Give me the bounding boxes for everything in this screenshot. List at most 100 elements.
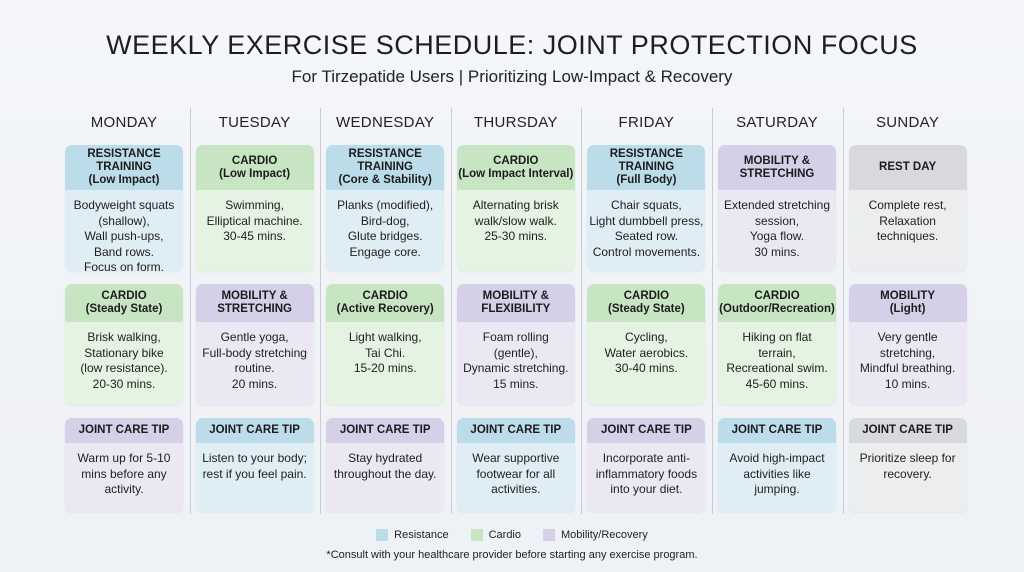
card-body-line: activity. — [104, 482, 144, 496]
card-body-line: (low resistance). — [80, 361, 168, 375]
card: RESISTANCE TRAINING (Full Body) Chair squat… — [587, 145, 706, 271]
card-header: CARDIO (Low Impact Interval) — [456, 145, 575, 190]
card-title-line: (Light) — [889, 303, 926, 315]
card-body-line: Brisk walking, — [87, 330, 161, 344]
day-label: SUNDAY — [875, 114, 940, 131]
card-body-line: Stationary bike — [84, 345, 164, 360]
card-body: Wear supportive footwear for all activitie… — [457, 443, 575, 512]
card-title-line: JOINT CARE TIP — [339, 424, 431, 436]
card-header: CARDIO (Low Impact) — [195, 145, 314, 190]
card-body-line: 15 mins. — [493, 376, 539, 391]
card-body-line: jumping. — [754, 482, 800, 496]
card-body-line: Full-body stretching — [202, 345, 307, 360]
card-body-line: 15-20 mins. — [353, 361, 417, 375]
card-body-line: footwear for all — [476, 466, 556, 481]
card-body: Bodyweight squats (shallow), Wall push-ups… — [65, 190, 183, 271]
card-header: CARDIO (Active Recovery) — [326, 284, 445, 322]
day-label: FRIDAY — [618, 114, 675, 131]
day-label: SATURDAY — [736, 114, 818, 131]
card-body-line: Gentle yoga, — [220, 330, 289, 344]
card-body-line: Glute bridges. — [347, 229, 423, 243]
card-header: MOBILITY (Light) — [848, 284, 967, 322]
card-title-line: TRAINING — [618, 161, 675, 173]
card-header: JOINT CARE TIP — [848, 418, 967, 443]
legend-swatch — [470, 529, 483, 541]
card-body-line: Recreational swim. — [726, 361, 828, 375]
card: MOBILITY & STRETCHING Extended stretching s… — [718, 145, 836, 271]
card-header: JOINT CARE TIP — [718, 418, 836, 443]
card-body-line: Extended stretching — [723, 198, 831, 212]
card-body-line: Water aerobics. — [604, 345, 689, 360]
card-title-line: JOINT CARE TIP — [470, 424, 562, 436]
column-separator — [842, 108, 844, 514]
card-header: REST DAY — [848, 145, 967, 190]
card-body-line: walk/slow walk. — [474, 213, 557, 228]
card-title-line: CARDIO — [231, 154, 278, 167]
card-title-line: TRAINING — [96, 161, 152, 173]
card-body-line: Wall push-ups, — [84, 229, 164, 243]
card-body: Swimming, Elliptical machine. 30-45 mins. — [196, 190, 314, 271]
card-body-line: Very gentle — [877, 330, 938, 344]
column-separator — [581, 108, 583, 514]
card-title-line: JOINT CARE TIP — [862, 424, 953, 436]
card-header: JOINT CARE TIP — [456, 418, 575, 443]
card-body-line: Foam rolling — [482, 330, 549, 344]
card-body-line: Alternating brisk — [472, 198, 559, 212]
card-body: Foam rolling (gentle), Dynamic stretching.… — [457, 322, 575, 405]
card-body-line: mins before any — [81, 466, 167, 481]
card-body-line: 30-45 mins. — [223, 229, 286, 243]
card: JOINT CARE TIP Incorporate anti-inflammat… — [587, 418, 706, 512]
card-body-line: Complete rest, — [868, 198, 947, 212]
card: JOINT CARE TIP Listen to your body; rest i… — [195, 418, 314, 512]
card-body-line: throughout the day. — [333, 466, 437, 481]
card-body-line: terrain, — [758, 345, 796, 360]
card-body: Very gentle stretching, Mindful breathing.… — [849, 322, 967, 405]
card-header: RESISTANCE TRAINING (Full Body) — [587, 145, 706, 190]
card: JOINT CARE TIP Warm up for 5-10 mins befor… — [65, 418, 183, 512]
card-title-line: (Steady State) — [608, 303, 685, 315]
card-title-line: CARDIO — [101, 290, 147, 302]
card-header: CARDIO (Steady State) — [65, 284, 183, 322]
card-body: Brisk walking, Stationary bike (low resist… — [65, 322, 183, 405]
subtitle: For Tirzepatide Users | Prioritizing Low… — [291, 67, 733, 86]
day-label: TUESDAY — [218, 114, 291, 131]
card-body-line: Incorporate anti- — [602, 451, 691, 465]
card-body: Cycling, Water aerobics. 30-40 mins. — [587, 322, 705, 405]
card-title-line: MOBILITY & — [221, 290, 288, 302]
card-title-line: (Core & Stability) — [338, 174, 432, 186]
card-title-line: CARDIO — [754, 290, 800, 302]
card-title-line: (Low Impact Interval) — [458, 167, 574, 180]
card-body-line: 20 mins. — [231, 376, 278, 391]
card-body-line: Band rows. — [93, 244, 155, 259]
card-header: JOINT CARE TIP — [587, 418, 706, 443]
card: CARDIO (Active Recovery) Light walking, Tai… — [326, 284, 445, 405]
card: CARDIO (Outdoor/Recreation) Hiking on flat… — [718, 284, 836, 405]
card-header: RESISTANCE TRAINING (Core & Stability) — [326, 145, 445, 190]
card-title-line: (Outdoor/Recreation) — [719, 303, 835, 315]
card-header: MOBILITY & STRETCHING — [195, 284, 314, 322]
card-title-line: REST DAY — [879, 161, 937, 173]
card-body-line: inflammatory foods — [595, 466, 698, 481]
card-title-line: RESISTANCE — [609, 148, 684, 160]
card-body-line: 20-30 mins. — [92, 376, 156, 391]
card-header: MOBILITY & STRETCHING — [718, 145, 836, 190]
card-title-line: JOINT CARE TIP — [731, 424, 823, 436]
card-header: JOINT CARE TIP — [65, 418, 183, 443]
card: CARDIO (Steady State) Brisk walking, Statio… — [65, 284, 183, 405]
card-body: Stay hydrated throughout the day. — [326, 443, 444, 512]
card-title-line: STRETCHING — [217, 303, 292, 315]
card-body-line: Bodyweight squats — [73, 198, 175, 212]
card-body-line: 10 mins. — [884, 376, 931, 391]
card: MOBILITY & FLEXIBILITY Foam rolling (gentle… — [456, 284, 575, 405]
card-body-line: Light dumbbell press, — [589, 213, 704, 228]
day-label: THURSDAY — [473, 114, 558, 131]
card-title-line: JOINT CARE TIP — [601, 424, 692, 436]
card: MOBILITY & STRETCHING Gentle yoga, Full-bod… — [195, 284, 314, 405]
card-body-line: routine. — [234, 361, 275, 375]
card-body-line: 45-60 mins. — [745, 376, 809, 391]
card-title-line: MOBILITY & — [482, 290, 549, 302]
card-body-line: Seated row. — [614, 229, 679, 243]
card-body-line: Avoid high-impact — [729, 451, 825, 465]
card-body-line: 25-30 mins. — [484, 229, 548, 243]
card-body-line: Hiking on flat — [742, 330, 812, 344]
